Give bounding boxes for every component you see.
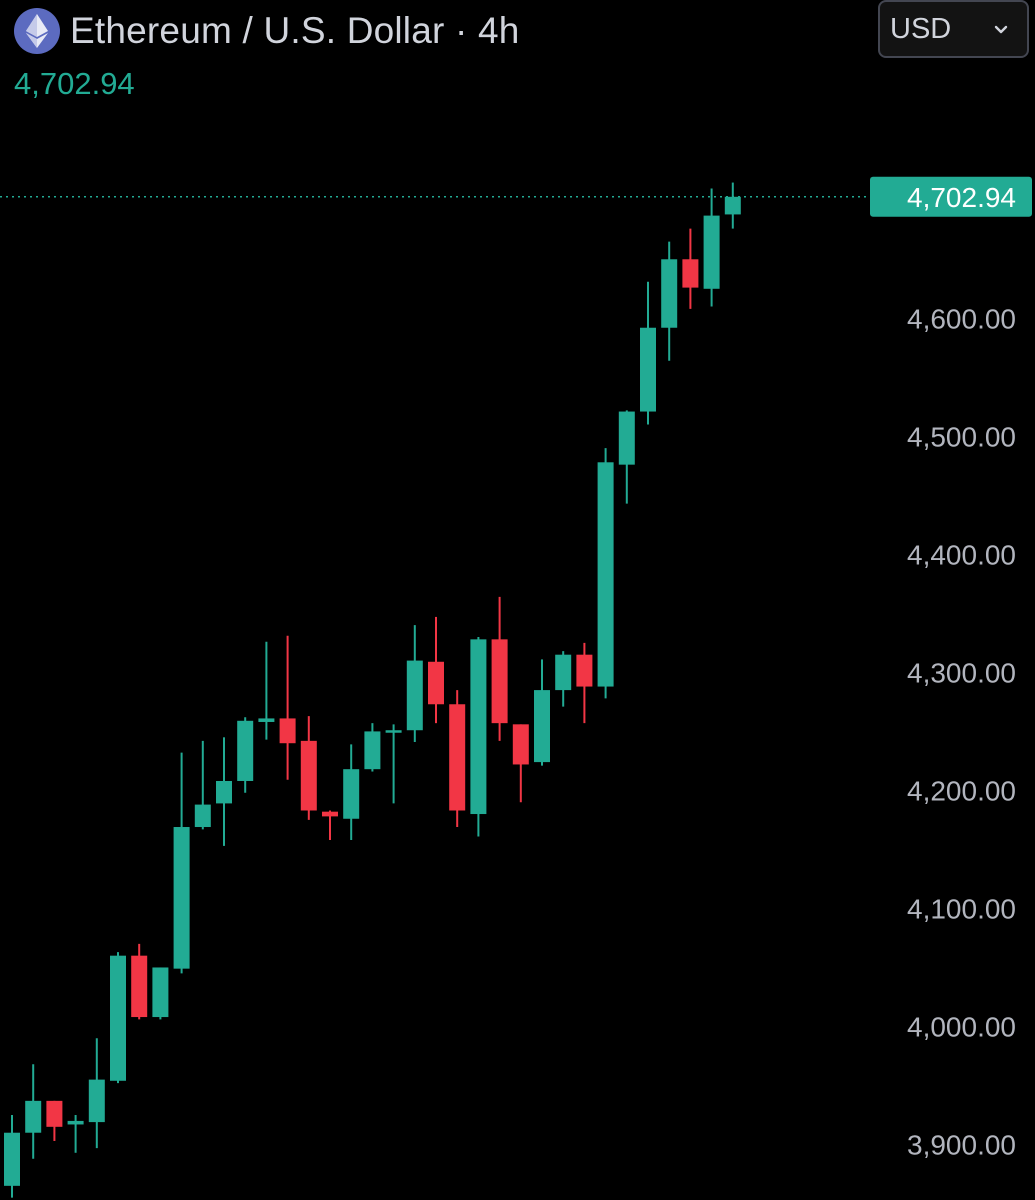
last-price-tag-box bbox=[870, 176, 1032, 217]
candle-body bbox=[406, 660, 423, 731]
candle-body bbox=[470, 639, 487, 815]
chevron-down-icon bbox=[994, 25, 1008, 34]
price-axis[interactable]: 3,900.00 4,000.00 4,100.00 4,200.00 4,300.00… bbox=[907, 303, 1016, 1160]
last-price-tag-label: 4,702.94 bbox=[907, 182, 1016, 213]
price-axis-tick-label: 3,900.00 bbox=[907, 1130, 1016, 1161]
candle-body bbox=[4, 1132, 20, 1186]
candle-body bbox=[152, 967, 169, 1018]
candle bbox=[279, 635, 296, 780]
candle bbox=[131, 943, 148, 1020]
candle-body bbox=[46, 1100, 63, 1127]
candles-layer bbox=[4, 182, 741, 1198]
currency-select-value: USD bbox=[890, 12, 952, 45]
candle bbox=[173, 752, 190, 974]
candle-body bbox=[343, 769, 360, 819]
candle-body bbox=[555, 654, 572, 691]
candle bbox=[576, 642, 593, 724]
candle bbox=[703, 188, 720, 307]
candle bbox=[88, 1038, 105, 1149]
candle bbox=[194, 740, 211, 830]
candle-body bbox=[449, 704, 466, 811]
candle-body bbox=[88, 1079, 105, 1123]
candle bbox=[343, 744, 360, 840]
candle bbox=[216, 737, 232, 846]
price-axis-tick-label: 4,300.00 bbox=[907, 657, 1016, 688]
candle-body bbox=[576, 654, 593, 687]
candle bbox=[597, 448, 614, 699]
candle bbox=[364, 723, 381, 772]
candle bbox=[661, 241, 678, 361]
candle-body bbox=[661, 259, 678, 328]
candle bbox=[258, 641, 275, 740]
candle-body bbox=[618, 411, 635, 465]
candle bbox=[534, 659, 550, 766]
symbol-title: Ethereum / U.S. Dollar · 4h bbox=[70, 10, 520, 51]
candle bbox=[67, 1115, 84, 1153]
candle-body bbox=[258, 718, 275, 722]
candle bbox=[110, 952, 126, 1084]
candle-body bbox=[491, 639, 508, 724]
candle-body bbox=[194, 804, 211, 828]
candle-body bbox=[428, 661, 444, 705]
candle-body bbox=[25, 1100, 42, 1133]
candle-body bbox=[173, 827, 190, 969]
candle-body bbox=[216, 780, 232, 804]
candle bbox=[640, 281, 656, 425]
price-axis-tick-label: 4,500.00 bbox=[907, 421, 1016, 452]
candle bbox=[406, 625, 423, 743]
ethereum-icon bbox=[14, 8, 60, 54]
candle bbox=[385, 724, 402, 804]
candle bbox=[428, 616, 444, 724]
candle bbox=[512, 724, 529, 803]
candle bbox=[4, 1115, 20, 1198]
candle-body bbox=[385, 730, 402, 733]
candle bbox=[46, 1100, 63, 1141]
candle bbox=[724, 182, 741, 229]
candle-body bbox=[682, 259, 699, 288]
price-axis-tick-label: 4,200.00 bbox=[907, 775, 1016, 806]
candle bbox=[237, 717, 254, 793]
candle-body bbox=[364, 731, 381, 770]
candle-body bbox=[279, 718, 296, 744]
candle-body bbox=[322, 811, 338, 817]
candle bbox=[491, 596, 508, 741]
candle bbox=[682, 228, 699, 309]
candle-body bbox=[640, 327, 656, 412]
candle-body bbox=[237, 720, 254, 781]
price-axis-tick-label: 4,000.00 bbox=[907, 1011, 1016, 1042]
currency-select[interactable]: USD bbox=[878, 0, 1029, 58]
candle bbox=[322, 810, 338, 840]
candle bbox=[300, 716, 317, 820]
candle bbox=[618, 410, 635, 504]
candle bbox=[25, 1064, 42, 1159]
price-axis-tick-label: 4,400.00 bbox=[907, 539, 1016, 570]
candle bbox=[470, 636, 487, 837]
candle-body bbox=[512, 724, 529, 765]
candle-body bbox=[724, 196, 741, 215]
candle-body bbox=[534, 690, 550, 763]
last-price-value: 4,702.94 bbox=[14, 66, 135, 101]
candle bbox=[152, 967, 169, 1020]
candle-body bbox=[67, 1120, 84, 1125]
chart-header: Ethereum / U.S. Dollar · 4h bbox=[14, 6, 520, 56]
candle bbox=[555, 651, 572, 707]
candle-body bbox=[300, 740, 317, 811]
price-axis-tick-label: 4,100.00 bbox=[907, 893, 1016, 924]
candle-body bbox=[110, 955, 126, 1081]
last-price-tag: 4,702.94 bbox=[870, 176, 1032, 217]
candle bbox=[449, 690, 466, 828]
candle-body bbox=[597, 462, 614, 687]
candle-body bbox=[703, 215, 720, 289]
candle-body bbox=[131, 955, 148, 1018]
price-axis-tick-label: 4,600.00 bbox=[907, 303, 1016, 334]
